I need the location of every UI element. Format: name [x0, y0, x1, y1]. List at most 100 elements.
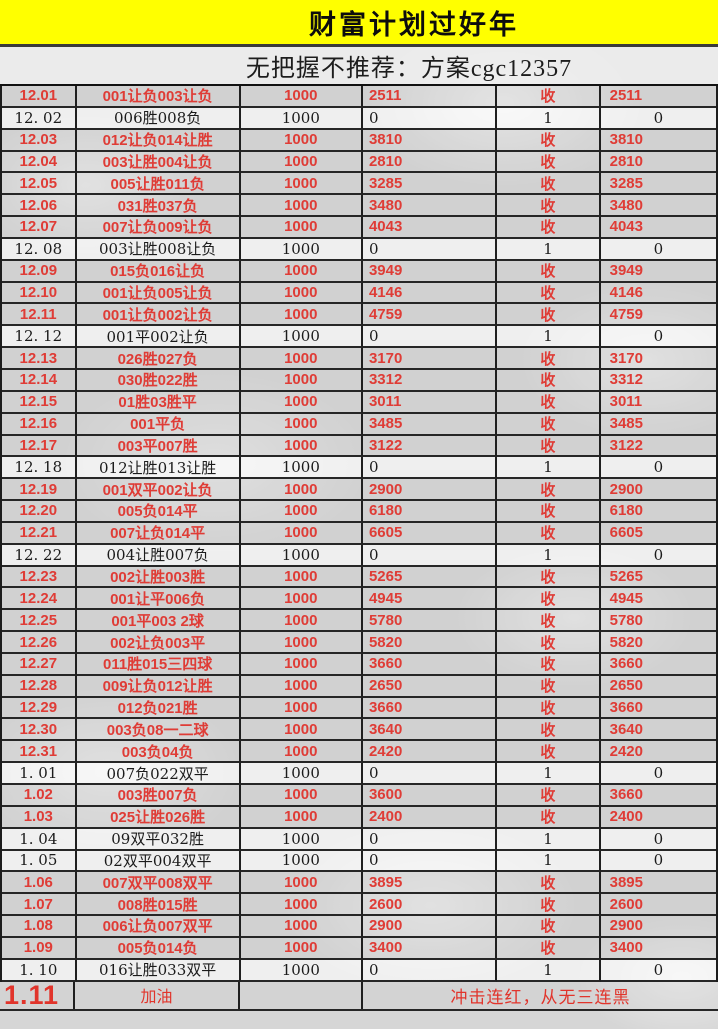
return-cell: 3170 — [362, 348, 498, 370]
stake-cell: 1000 — [240, 282, 363, 305]
profit-cell: 4043 — [600, 217, 716, 239]
stake-cell: 1000 — [240, 763, 363, 785]
status-cell: 收 — [497, 217, 601, 239]
stake-cell: 1000 — [240, 916, 363, 938]
stake-cell: 1000 — [240, 195, 363, 218]
profit-cell: 6605 — [600, 522, 716, 545]
plan-cell: 006胜008负 — [76, 107, 241, 130]
status-cell: 收 — [497, 348, 601, 370]
profit-cell: 3485 — [600, 413, 716, 436]
status-cell: 1 — [497, 326, 601, 349]
table-row: 12.17 003平007胜 1000 3122 收 3122 — [2, 435, 716, 458]
table-row: 12.26 002让负003平 1000 5820 收 5820 — [2, 632, 716, 654]
date-cell: 12.10 — [2, 282, 77, 305]
plan-cell: 031胜037负 — [76, 195, 241, 218]
stake-cell: 1000 — [240, 937, 363, 960]
status-cell: 收 — [497, 413, 601, 436]
subtitle-band: 无把握不推荐：方案cgc12357 — [0, 47, 718, 86]
stake-cell: 1000 — [240, 806, 363, 829]
return-cell: 4759 — [362, 304, 498, 327]
stake-cell: 1000 — [240, 675, 363, 698]
profit-cell: 0 — [600, 107, 717, 130]
profit-cell: 6180 — [600, 501, 716, 523]
plan-cell: 02双平004双平 — [76, 850, 241, 873]
profit-cell: 5820 — [600, 632, 716, 654]
profit-cell: 2400 — [600, 806, 716, 829]
profit-cell: 3660 — [600, 653, 716, 676]
date-cell: 1. 05 — [2, 850, 77, 873]
plan-cell: 012让负014让胜 — [76, 129, 241, 152]
footer-row: 1.11 加油 冲击连红，从无三连黑 — [0, 980, 718, 1011]
profit-cell: 0 — [600, 238, 717, 261]
table-row: 12.28 009让负012让胜 1000 2650 收 2650 — [2, 675, 716, 698]
plan-cell: 006让负007双平 — [76, 916, 241, 938]
return-cell: 5820 — [362, 632, 498, 654]
return-cell: 3011 — [362, 391, 498, 414]
profit-cell: 3660 — [600, 785, 716, 807]
plan-cell: 011胜015三四球 — [76, 653, 241, 676]
plan-cell: 007让负009让负 — [76, 217, 241, 239]
date-cell: 12.17 — [2, 435, 77, 458]
profit-cell: 2900 — [600, 479, 716, 502]
date-cell: 12.24 — [2, 588, 77, 611]
status-cell: 收 — [497, 173, 601, 196]
return-cell: 6180 — [362, 501, 498, 523]
table-row: 12.25 001平003 2球 1000 5780 收 5780 — [2, 610, 716, 633]
status-cell: 收 — [497, 653, 601, 676]
plan-cell: 003负08一二球 — [76, 719, 241, 742]
status-cell: 1 — [497, 850, 601, 873]
status-cell: 收 — [497, 479, 601, 502]
table-row: 1. 10 016让胜033双平 1000 0 1 0 — [2, 959, 717, 982]
date-cell: 12.19 — [2, 479, 77, 502]
date-cell: 12.05 — [2, 173, 77, 196]
date-cell: 12.31 — [2, 741, 77, 764]
stake-cell: 1000 — [240, 173, 363, 196]
date-cell: 12.09 — [2, 260, 77, 283]
return-cell: 3312 — [362, 369, 498, 392]
return-cell: 0 — [362, 326, 498, 349]
date-cell: 12. 18 — [2, 457, 77, 480]
status-cell: 收 — [497, 391, 601, 414]
table-row: 1.02 003胜007负 1000 3600 收 3660 — [2, 785, 716, 807]
table-row: 12.04 003让胜004让负 1000 2810 收 2810 — [2, 151, 716, 174]
plan-cell: 005负014平 — [76, 501, 241, 523]
status-cell: 收 — [497, 522, 601, 545]
return-cell: 3122 — [362, 435, 498, 458]
date-cell: 12.13 — [2, 348, 77, 370]
stake-cell: 1000 — [240, 369, 363, 392]
status-cell: 收 — [497, 369, 601, 392]
plan-cell: 007双平008双平 — [76, 872, 241, 895]
status-cell: 收 — [497, 675, 601, 698]
table-row: 12. 18 012让胜013让胜 1000 0 1 0 — [2, 457, 717, 480]
table-row: 12.11 001让负002让负 1000 4759 收 4759 — [2, 304, 716, 327]
plan-cell: 003负04负 — [76, 741, 241, 764]
plan-cell: 009让负012让胜 — [76, 675, 241, 698]
date-cell: 1.02 — [2, 785, 77, 807]
plan-table: 12.01 001让负003让负 1000 2511 收 2511 12. 02… — [0, 86, 718, 982]
return-cell: 2900 — [362, 479, 498, 502]
profit-cell: 3480 — [600, 195, 716, 218]
date-cell: 12.14 — [2, 369, 77, 392]
table-row: 12.03 012让负014让胜 1000 3810 收 3810 — [2, 129, 716, 152]
plan-cell: 030胜022胜 — [76, 369, 241, 392]
table-row: 12.29 012负021胜 1000 3660 收 3660 — [2, 697, 716, 720]
plan-cell: 003胜007负 — [76, 785, 241, 807]
plan-cell: 001双平002让负 — [76, 479, 241, 502]
stake-cell: 1000 — [240, 850, 363, 873]
date-cell: 1.03 — [2, 806, 77, 829]
status-cell: 1 — [497, 828, 601, 851]
return-cell: 6605 — [362, 522, 498, 545]
status-cell: 收 — [497, 129, 601, 152]
table-row: 12.14 030胜022胜 1000 3312 收 3312 — [2, 369, 716, 392]
status-cell: 收 — [497, 566, 601, 589]
status-cell: 收 — [497, 697, 601, 720]
profit-cell: 3122 — [600, 435, 716, 458]
stake-cell: 1000 — [240, 544, 363, 567]
profit-cell: 0 — [600, 828, 717, 851]
date-cell: 12.25 — [2, 610, 77, 633]
date-cell: 1.09 — [2, 937, 77, 960]
table-row: 12.07 007让负009让负 1000 4043 收 4043 — [2, 217, 716, 239]
stake-cell: 1000 — [240, 697, 363, 720]
plan-subtitle: 无把握不推荐：方案cgc12357 — [245, 56, 573, 82]
date-cell: 12.30 — [2, 719, 77, 742]
